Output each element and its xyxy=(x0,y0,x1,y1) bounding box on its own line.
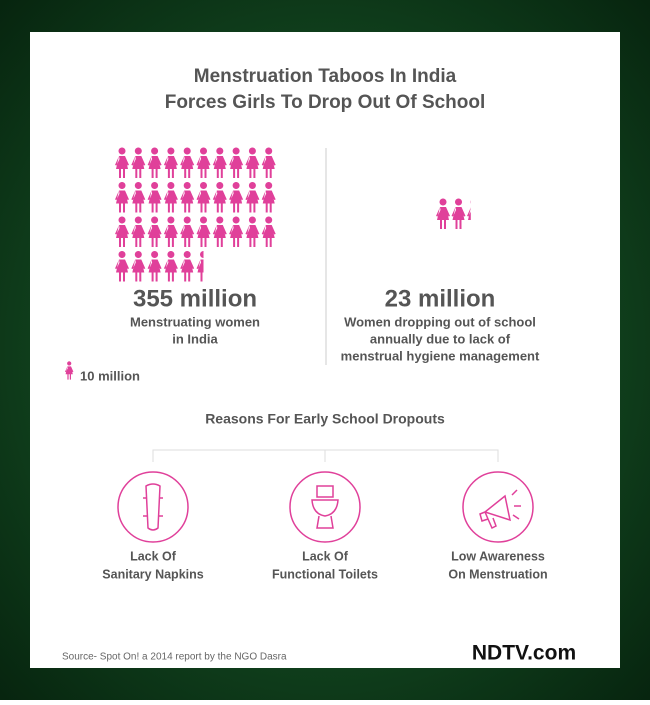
person-icon xyxy=(196,147,211,178)
person-icon xyxy=(451,198,466,229)
person-icon xyxy=(436,198,450,229)
logo: NDTV.com xyxy=(472,642,576,665)
person-icon xyxy=(163,216,178,247)
legend-label: 10 million xyxy=(80,368,140,383)
stat-description: in India xyxy=(172,331,218,346)
person-icon xyxy=(180,182,195,213)
stat-description: menstrual hygiene management xyxy=(341,348,540,363)
stat-description: Women dropping out of school xyxy=(344,314,536,329)
stat-description: annually due to lack of xyxy=(370,331,511,346)
person-icon xyxy=(245,147,260,178)
person-icon xyxy=(180,147,195,178)
person-icon xyxy=(212,216,227,247)
person-icon xyxy=(196,251,204,282)
reason-label: Lack Of xyxy=(130,549,177,563)
person-icon xyxy=(115,216,129,247)
person-icon xyxy=(131,147,146,178)
stat-value: 355 million xyxy=(133,285,257,312)
card xyxy=(30,32,620,668)
source: Source- Spot On! a 2014 report by the NG… xyxy=(62,652,287,663)
person-icon xyxy=(212,147,227,178)
person-icon xyxy=(180,216,195,247)
reason-label: Low Awareness xyxy=(451,549,545,563)
person-icon xyxy=(261,216,276,247)
person-icon xyxy=(163,182,178,213)
person-icon xyxy=(131,182,146,213)
person-icon xyxy=(261,147,276,178)
person-icon xyxy=(115,147,129,178)
person-icon xyxy=(65,361,74,380)
person-icon xyxy=(180,251,195,282)
person-icon xyxy=(196,216,211,247)
person-icon xyxy=(147,182,162,213)
stat-description: Menstruating women xyxy=(130,314,260,329)
person-icon xyxy=(147,251,162,282)
person-icon xyxy=(115,251,129,282)
person-icon xyxy=(147,216,162,247)
person-icon xyxy=(245,182,260,213)
pictogram xyxy=(115,147,276,282)
title: Forces Girls To Drop Out Of School xyxy=(165,92,486,113)
reason-icons xyxy=(117,471,534,543)
person-icon xyxy=(212,182,227,213)
reason-label: On Menstruation xyxy=(448,567,547,581)
person-icon xyxy=(131,251,146,282)
bracket xyxy=(152,449,499,462)
person-icon xyxy=(245,216,260,247)
stat-value: 23 million xyxy=(385,285,496,312)
person-icon xyxy=(229,182,244,213)
pictogram xyxy=(436,198,471,229)
person-icon xyxy=(196,182,211,213)
person-icon xyxy=(115,182,129,213)
person-icon xyxy=(467,200,471,220)
person-icon xyxy=(229,216,244,247)
reason-label: Lack Of xyxy=(302,549,349,563)
person-icon xyxy=(229,147,244,178)
reason-label: Sanitary Napkins xyxy=(102,567,203,581)
person-icon xyxy=(163,147,178,178)
person-icon xyxy=(131,216,146,247)
legend-icon xyxy=(65,361,74,380)
section-heading: Reasons For Early School Dropouts xyxy=(205,411,445,427)
person-icon xyxy=(147,147,162,178)
reason-label: Functional Toilets xyxy=(272,567,378,581)
person-icon xyxy=(163,251,178,282)
title: Menstruation Taboos In India xyxy=(194,66,457,87)
person-icon xyxy=(261,182,276,213)
